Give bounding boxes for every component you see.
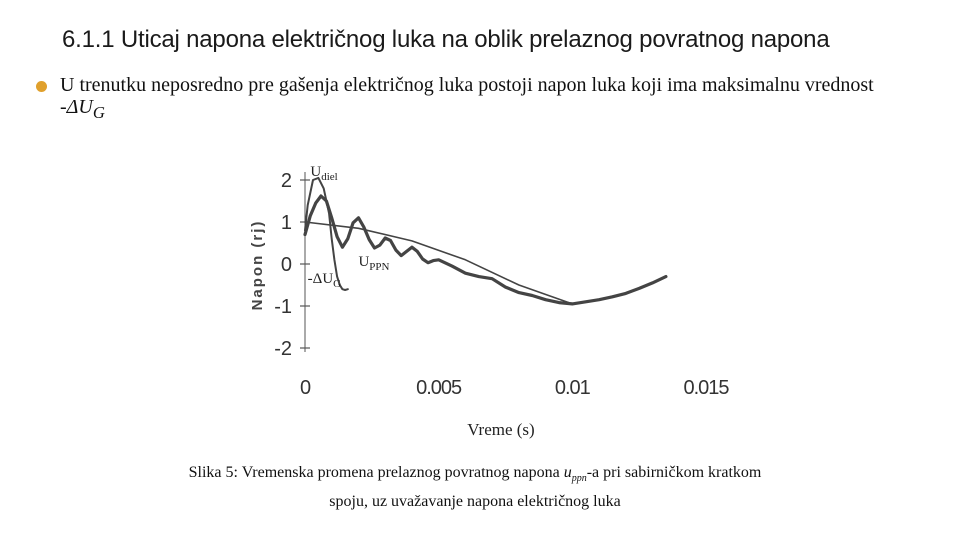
bullet-text: U trenutku neposredno pre gašenja elektr… bbox=[60, 74, 874, 118]
series-line-3 bbox=[304, 221, 574, 305]
annotation-main: -ΔU bbox=[308, 271, 334, 287]
annotation-main: U bbox=[310, 164, 321, 180]
y-tick-label: 1 bbox=[281, 212, 292, 234]
caption-part2: -a pri sabirničkom kratkom spoju, uz uva… bbox=[329, 464, 762, 511]
annotation-sub: G bbox=[333, 278, 341, 290]
chart-curves bbox=[303, 176, 668, 306]
caption-var: u bbox=[563, 464, 572, 481]
caption-part1: Slika 5: Vremenska promena prelaznog pov… bbox=[188, 464, 564, 481]
annotation-label: Udiel bbox=[310, 164, 337, 183]
annotation-sub: PPN bbox=[369, 261, 389, 273]
series-line-1 bbox=[303, 194, 668, 306]
figure-caption: Slika 5: Vremenska promena prelaznog pov… bbox=[170, 461, 780, 513]
x-tick-label: 0.015 bbox=[683, 377, 729, 399]
delta-ug-symbol: ΔU bbox=[66, 96, 93, 118]
slide-title: 6.1.1 Uticaj napona električnog luka na … bbox=[62, 26, 830, 53]
y-tick-label: -1 bbox=[274, 296, 292, 318]
bullet-text-block: U trenutku neposredno pre gašenja elektr… bbox=[60, 74, 920, 124]
annotation-label: -ΔUG bbox=[308, 271, 341, 290]
y-tick-label: -2 bbox=[274, 338, 292, 360]
chart-labels: 2 1 0 -1 -2 0 0.005 0.01 0.015 Vreme (s) Napon (rj… bbox=[249, 164, 730, 439]
bullet-dot bbox=[36, 81, 47, 92]
x-tick-label: 0.01 bbox=[555, 377, 591, 399]
y-tick-label: 2 bbox=[281, 170, 292, 192]
annotation-main: U bbox=[358, 254, 369, 270]
x-tick-label: 0 bbox=[300, 377, 311, 399]
series-line-2 bbox=[304, 176, 349, 291]
x-axis-title: Vreme (s) bbox=[467, 420, 534, 439]
y-axis-title: Napon (rj) bbox=[249, 220, 266, 311]
annotation-sub: diel bbox=[321, 171, 338, 183]
annotation-label: UPPN bbox=[358, 254, 389, 273]
x-tick-label: 0.005 bbox=[416, 377, 462, 399]
caption-var-sub: ppn bbox=[571, 473, 587, 485]
delta-ug-sub: G bbox=[92, 103, 105, 122]
y-tick-label: 0 bbox=[281, 254, 292, 276]
